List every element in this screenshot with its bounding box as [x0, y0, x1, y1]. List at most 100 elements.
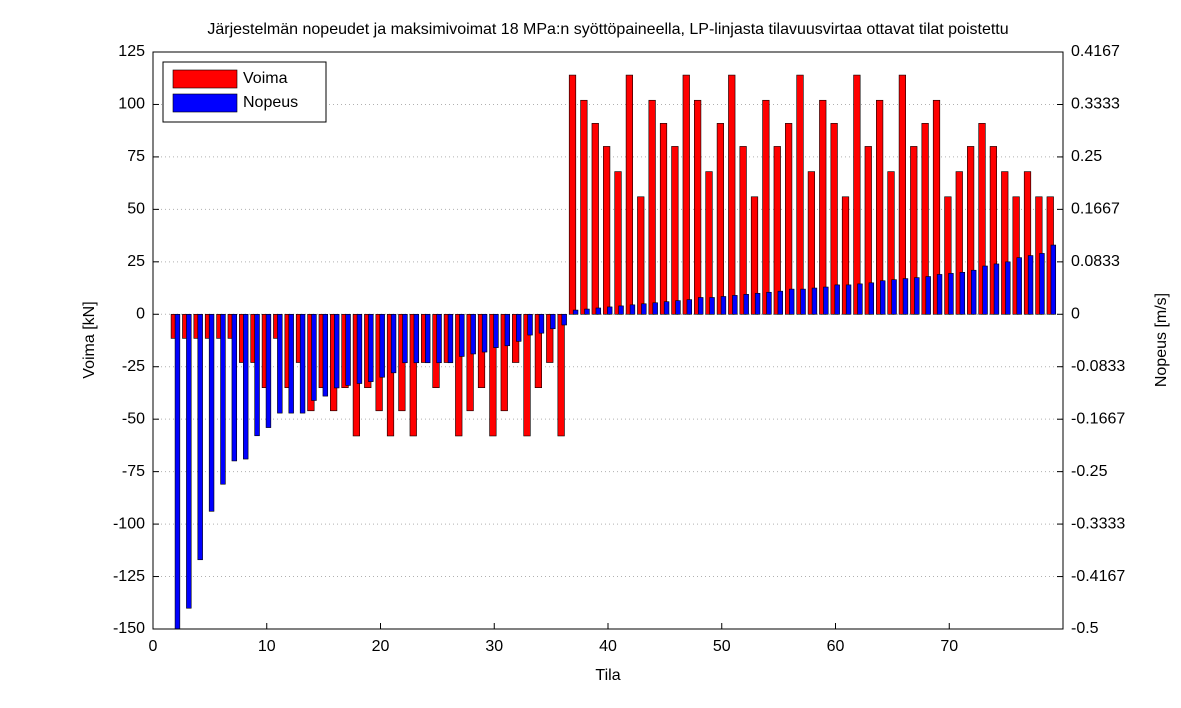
bar [663, 301, 670, 315]
bar [186, 313, 192, 609]
y-tick-label: -25 [122, 358, 145, 375]
bar [789, 288, 795, 315]
bar [830, 123, 838, 315]
bar [777, 290, 784, 315]
bar [959, 272, 966, 315]
y2-tick-label: 0 [1071, 306, 1080, 323]
bar [932, 99, 941, 315]
y-tick-label: -150 [113, 620, 145, 637]
bar [607, 306, 613, 315]
bar [652, 302, 658, 315]
bar [504, 313, 511, 347]
y-tick-label: -100 [113, 515, 145, 532]
bar [322, 313, 329, 397]
x-tick-label: 20 [372, 638, 390, 655]
bar [299, 313, 306, 414]
bar [208, 313, 215, 512]
bar [1039, 253, 1045, 315]
bar [288, 313, 294, 414]
bar [459, 313, 465, 357]
bar [368, 313, 374, 382]
bar [773, 146, 781, 315]
x-axis-label: Tila [595, 667, 620, 684]
bar [682, 74, 690, 315]
bar [754, 293, 761, 315]
bar [386, 313, 395, 437]
y-tick-label: 50 [127, 201, 145, 218]
bar [823, 286, 829, 315]
bar [728, 74, 736, 315]
y2-tick-label: 0.3333 [1071, 96, 1120, 113]
bar [534, 313, 542, 389]
x-tick-label: 60 [827, 638, 845, 655]
bar [910, 146, 918, 315]
y2-tick-label: -0.1667 [1071, 410, 1125, 427]
bar [527, 313, 533, 336]
bar [356, 313, 363, 384]
bar [887, 171, 895, 315]
bar [425, 313, 431, 364]
bar [1023, 171, 1032, 315]
y-tick-label: -50 [122, 410, 145, 427]
bar [311, 313, 317, 401]
bar [739, 146, 747, 315]
bar [481, 313, 488, 353]
bar [1012, 196, 1020, 315]
bar [705, 171, 713, 315]
bar [561, 313, 567, 326]
bar [898, 74, 906, 315]
x-tick-label: 50 [713, 638, 731, 655]
legend-label: Nopeus [243, 94, 298, 111]
bar [174, 313, 181, 630]
x-tick-label: 30 [485, 638, 503, 655]
bar [546, 313, 554, 363]
bar [436, 313, 442, 364]
bar [762, 99, 770, 315]
bar [618, 305, 624, 315]
bar [978, 123, 986, 315]
y2-axis-label: Nopeus [m/s] [1153, 293, 1170, 387]
bar [948, 273, 954, 315]
legend-swatch [172, 93, 238, 113]
bar [716, 123, 724, 315]
y2-tick-label: 0.1667 [1071, 201, 1120, 218]
bar [489, 313, 497, 437]
bar [876, 99, 884, 315]
bar [231, 313, 238, 462]
bar [834, 284, 840, 315]
bar [925, 276, 931, 315]
bar [568, 74, 577, 315]
bar [470, 313, 476, 355]
y-axis-label: Voima [kN] [81, 301, 98, 378]
bar [686, 299, 693, 315]
bar [500, 313, 508, 412]
y2-tick-label: -0.0833 [1071, 358, 1125, 375]
bar [936, 274, 943, 315]
bar [345, 313, 351, 386]
bar [880, 280, 886, 315]
y2-tick-label: 0.4167 [1071, 43, 1120, 60]
bar [254, 313, 260, 437]
bar [800, 288, 806, 315]
bar [1050, 244, 1057, 315]
legend-label: Voima [243, 70, 288, 87]
bar [614, 171, 622, 315]
bar [811, 287, 818, 315]
y2-tick-label: 0.0833 [1071, 253, 1120, 270]
bar [796, 74, 804, 315]
bar [595, 307, 602, 315]
bar [265, 313, 272, 428]
bar [891, 279, 897, 315]
x-tick-label: 10 [258, 638, 276, 655]
bar [989, 146, 997, 315]
bar [857, 283, 863, 315]
bar [413, 313, 420, 364]
y-tick-label: -75 [122, 463, 145, 480]
y-tick-label: 125 [118, 43, 145, 60]
bar [807, 171, 815, 315]
bar [1001, 171, 1009, 315]
bar [967, 146, 975, 315]
bar [694, 99, 702, 315]
bar [659, 123, 668, 315]
bar [637, 196, 645, 315]
